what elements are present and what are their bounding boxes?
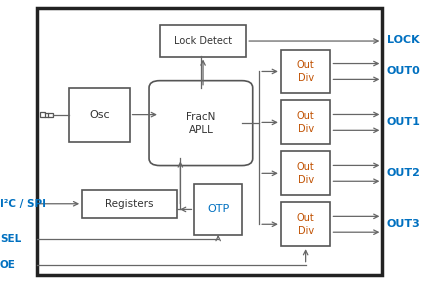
Text: FracN
APLL: FracN APLL <box>186 112 216 135</box>
Text: Out
Div: Out Div <box>297 60 314 83</box>
Bar <box>281 100 330 144</box>
Bar <box>40 112 45 117</box>
Text: OUT3: OUT3 <box>387 219 420 229</box>
Bar <box>281 50 330 93</box>
Text: OUT1: OUT1 <box>387 117 420 127</box>
Bar <box>281 151 330 195</box>
Bar <box>48 113 53 117</box>
FancyBboxPatch shape <box>149 81 253 166</box>
Text: Registers: Registers <box>105 199 154 209</box>
Text: LOCK: LOCK <box>387 35 419 45</box>
Text: Osc: Osc <box>89 110 110 120</box>
Text: SEL: SEL <box>0 234 21 244</box>
Text: Out
Div: Out Div <box>297 162 314 185</box>
Text: Lock Detect: Lock Detect <box>174 36 232 46</box>
Bar <box>82 190 177 218</box>
Text: OUT2: OUT2 <box>387 168 420 178</box>
Bar <box>194 184 242 235</box>
Text: I²C / SPI: I²C / SPI <box>0 199 46 209</box>
Bar <box>69 88 130 142</box>
Text: OE: OE <box>0 260 16 270</box>
Text: OUT0: OUT0 <box>387 66 420 76</box>
FancyBboxPatch shape <box>37 8 382 275</box>
Bar <box>281 202 330 246</box>
Text: Out
Div: Out Div <box>297 111 314 134</box>
Bar <box>160 25 246 57</box>
Text: Out
Div: Out Div <box>297 213 314 236</box>
Text: OTP: OTP <box>207 204 229 215</box>
